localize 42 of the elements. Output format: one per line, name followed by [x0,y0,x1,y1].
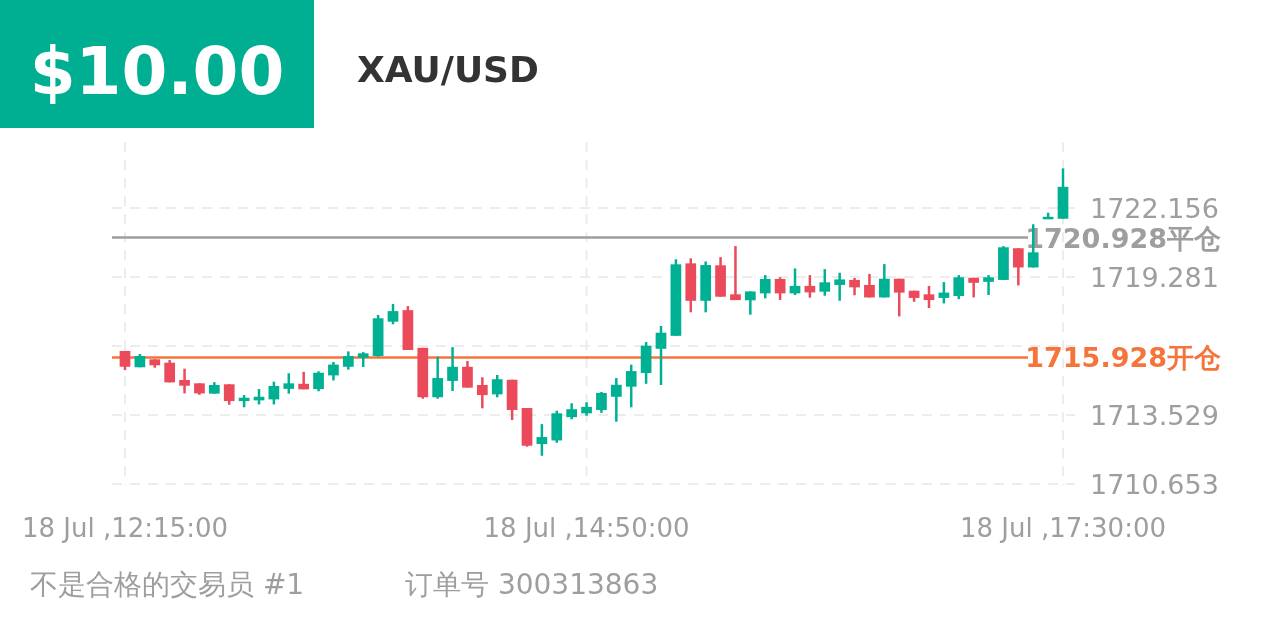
candlestick [923,284,935,310]
candlestick [1012,247,1024,287]
candlestick [759,273,771,300]
ref-line-label: 1715.928开仓 [1025,342,1221,374]
candlestick [328,360,339,382]
text: 不是合格的交易员 #1 [30,568,305,601]
candlestick [744,290,756,316]
text: $10.00 [29,33,285,110]
candlestick [268,380,280,406]
x-tick-label: 18 Jul ,17:30:00 [959,513,1167,543]
candlestick [878,262,890,299]
candlestick [387,302,399,326]
candlestick [536,422,548,458]
y-tick-label: 1710.653 [1090,469,1219,501]
candlestick [432,355,444,400]
candlestick [342,350,354,371]
x-tick-label: 18 Jul ,14:50:00 [483,513,690,543]
text: 订单号 300313863 [405,568,659,601]
candlestick [610,376,622,423]
candlestick [893,277,905,318]
candlestick [179,367,190,395]
candlestick [655,324,667,387]
y-tick-label: 1719.281 [1090,262,1219,294]
candlestick [462,359,473,389]
candlestick [953,273,965,301]
candlestick [819,267,831,298]
candlestick [774,276,786,302]
candlestick [313,370,324,393]
candlestick [983,273,994,297]
y-tick-label: 1713.529 [1090,400,1219,432]
x-tick-label: 18 Jul ,12:15:00 [21,513,229,543]
candlestick [476,376,488,410]
candlestick [491,373,503,399]
chart-title: XAU/USD [357,49,539,90]
candlestick [834,271,846,303]
candlestick [447,345,458,393]
candlestick [730,244,741,302]
candlestick [223,383,235,406]
y-tick-label: 1722.156 [1090,193,1219,225]
candlestick [283,372,295,395]
candlestick [625,363,637,409]
candlestick [596,390,607,415]
